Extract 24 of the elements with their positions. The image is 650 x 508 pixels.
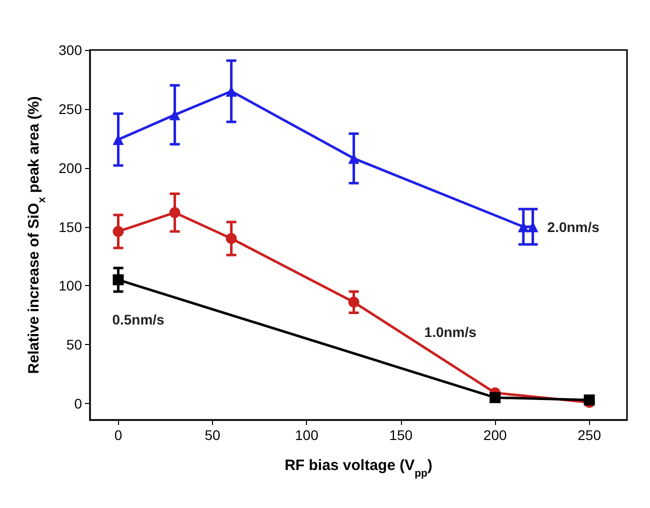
y-tick-label: 150 bbox=[58, 218, 82, 235]
point bbox=[112, 274, 124, 286]
x-tick-label: 50 bbox=[204, 427, 220, 443]
x-tick-label: 0 bbox=[114, 427, 122, 443]
point bbox=[348, 296, 360, 308]
y-tick-label: 100 bbox=[58, 278, 82, 294]
y-axis-title: Relative increase of SiOx peak area (%) bbox=[26, 96, 48, 374]
x-tick-label: 100 bbox=[295, 427, 319, 443]
x-tick-label: 200 bbox=[483, 427, 507, 443]
series-label: 2.0nm/s bbox=[547, 218, 600, 235]
point bbox=[226, 233, 237, 244]
y-tick-label: 300 bbox=[58, 42, 82, 58]
x-tick-label: 250 bbox=[578, 427, 602, 443]
point bbox=[112, 226, 124, 237]
x-tick-label: 150 bbox=[389, 427, 413, 443]
point bbox=[490, 392, 501, 404]
y-tick-label: 250 bbox=[58, 100, 82, 117]
point bbox=[169, 207, 180, 218]
y-tick-label: 0 bbox=[74, 396, 82, 412]
y-tick-label: 200 bbox=[58, 160, 82, 176]
point bbox=[584, 394, 595, 406]
series-label: 0.5nm/s bbox=[112, 311, 165, 328]
series-label: 1.0nm/s bbox=[424, 324, 477, 340]
y-tick-label: 50 bbox=[66, 336, 82, 353]
